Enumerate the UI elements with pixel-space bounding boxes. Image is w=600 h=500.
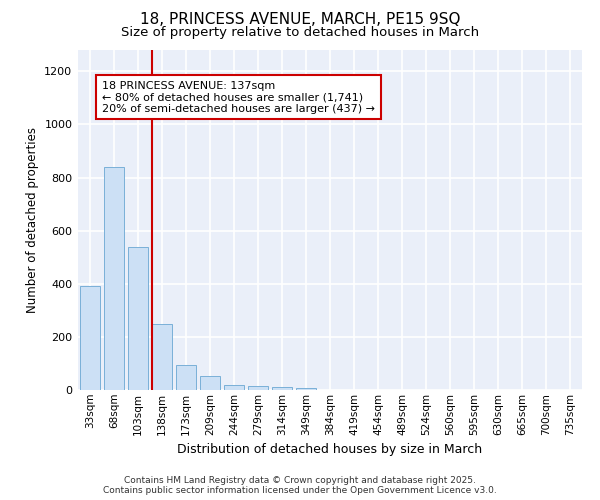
Bar [248, 386, 268, 390]
X-axis label: Distribution of detached houses by size in March: Distribution of detached houses by size … [178, 443, 482, 456]
Bar [224, 384, 244, 390]
Bar [296, 388, 316, 390]
Bar [104, 167, 124, 390]
Text: 18 PRINCESS AVENUE: 137sqm
← 80% of detached houses are smaller (1,741)
20% of s: 18 PRINCESS AVENUE: 137sqm ← 80% of deta… [102, 80, 375, 114]
Y-axis label: Number of detached properties: Number of detached properties [26, 127, 39, 313]
Bar [176, 365, 196, 390]
Text: 18, PRINCESS AVENUE, MARCH, PE15 9SQ: 18, PRINCESS AVENUE, MARCH, PE15 9SQ [140, 12, 460, 28]
Bar [272, 387, 292, 390]
Text: Size of property relative to detached houses in March: Size of property relative to detached ho… [121, 26, 479, 39]
Bar [128, 246, 148, 390]
Bar [200, 376, 220, 390]
Bar [80, 286, 100, 390]
Text: Contains HM Land Registry data © Crown copyright and database right 2025.
Contai: Contains HM Land Registry data © Crown c… [103, 476, 497, 495]
Bar [152, 324, 172, 390]
